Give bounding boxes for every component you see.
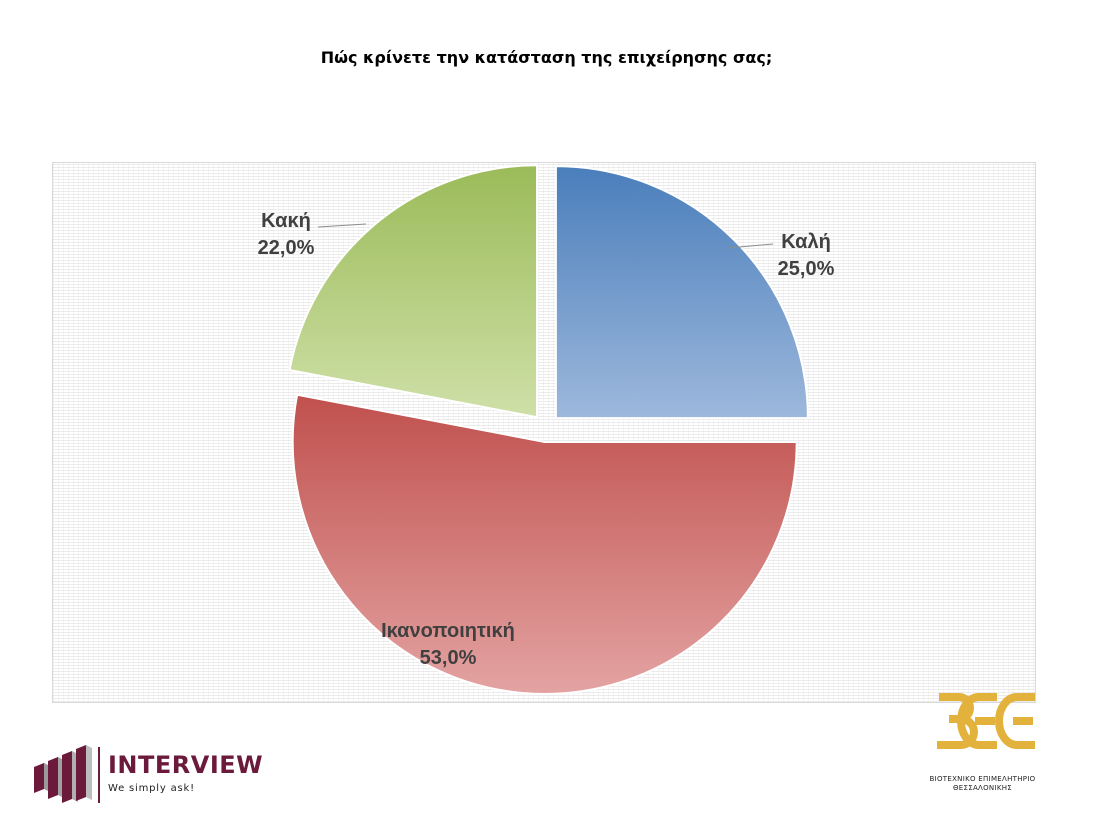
leader-line-3	[317, 223, 367, 228]
slice-label-1: Καλή	[781, 231, 831, 253]
pie-slice-3	[288, 164, 539, 419]
pie-slice-1	[554, 165, 809, 420]
interview-logo: INTERVIEW We simply ask!	[30, 745, 270, 805]
interview-logo-tagline: We simply ask!	[108, 783, 195, 794]
slice-label-3: Κακή	[261, 210, 311, 232]
interview-logo-mark-icon	[34, 745, 92, 803]
bee-logo: ΒΙΟΤΕΧΝΙΚΟ ΕΠΙΜΕΛΗΤΗΡΙΟ ΘΕΣΣΑΛΟΝΙΚΗΣ	[925, 683, 1040, 795]
slice-value-1: 25,0%	[778, 258, 835, 280]
slice-value-2: 53,0%	[420, 647, 477, 669]
chart-title: Πώς κρίνετε την κατάσταση της επιχείρηση…	[320, 48, 773, 67]
leader-line-1	[727, 243, 774, 249]
pie-slice-2	[291, 393, 798, 695]
bee-logo-mark-icon	[937, 693, 1035, 749]
bee-logo-line2: ΘΕΣΣΑΛΟΝΙΚΗΣ	[952, 784, 1013, 792]
interview-logo-name: INTERVIEW	[108, 751, 264, 779]
bee-logo-line1: ΒΙΟΤΕΧΝΙΚΟ ΕΠΙΜΕΛΗΤΗΡΙΟ	[929, 775, 1036, 783]
slice-value-3: 22,0%	[258, 237, 315, 259]
slice-label-2: Ικανοποιητική	[381, 620, 515, 642]
interview-logo-divider	[98, 747, 100, 803]
